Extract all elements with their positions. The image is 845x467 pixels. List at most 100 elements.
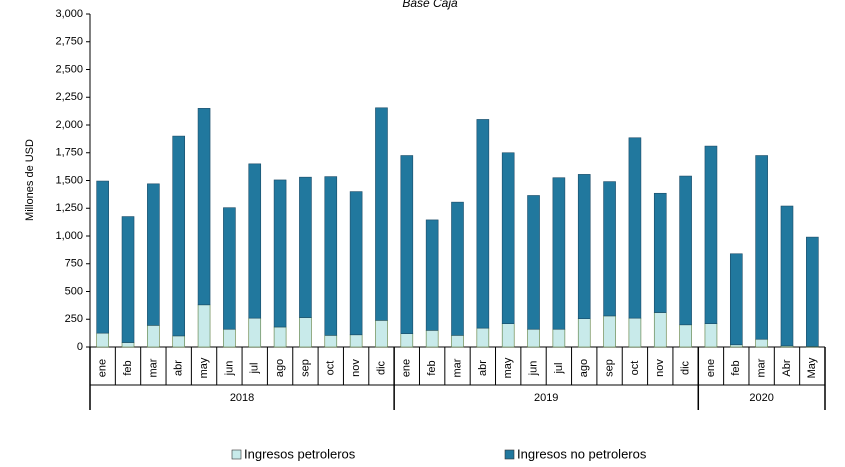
bar-segment bbox=[425, 330, 439, 348]
x-tick-label: dic bbox=[680, 360, 692, 375]
bar-segment bbox=[653, 192, 667, 313]
group-label: 2019 bbox=[534, 392, 558, 404]
bar-segment bbox=[248, 163, 262, 319]
bar-segment bbox=[324, 176, 338, 336]
chart-title: Base Caja bbox=[402, 0, 458, 10]
bar-segment bbox=[121, 342, 135, 348]
bar-segment bbox=[273, 179, 287, 328]
x-tick-label: sep bbox=[603, 359, 615, 377]
x-tick-label: May bbox=[806, 357, 818, 378]
y-tick-label: 0 bbox=[77, 341, 83, 353]
x-tick-label: sep bbox=[299, 359, 311, 377]
bar-segment bbox=[755, 155, 768, 340]
bar-segment bbox=[96, 180, 109, 334]
x-tick-label: ene bbox=[401, 359, 413, 377]
bar-segment bbox=[375, 107, 388, 321]
y-tick-label: 2,500 bbox=[55, 63, 83, 75]
y-tick-label: 1,250 bbox=[55, 202, 83, 214]
y-tick-label: 1,500 bbox=[55, 174, 83, 186]
y-axis-label: Millones de USD bbox=[24, 139, 36, 221]
bar-segment bbox=[527, 328, 540, 348]
bar-segment bbox=[349, 191, 363, 336]
x-tick-label: feb bbox=[730, 360, 742, 375]
y-tick-label: 3,000 bbox=[55, 8, 83, 20]
x-tick-label: Abr bbox=[781, 359, 793, 376]
x-tick-label: ago bbox=[274, 359, 286, 377]
bar-segment bbox=[628, 317, 642, 348]
bar-segment bbox=[299, 317, 312, 348]
bar-segment bbox=[476, 119, 490, 329]
bar-segment bbox=[729, 344, 743, 348]
y-tick-label: 1,750 bbox=[55, 147, 83, 159]
bar-segment bbox=[223, 207, 236, 330]
bar-segment bbox=[425, 219, 439, 331]
bar-segment bbox=[552, 328, 566, 348]
x-tick-label: mar bbox=[756, 358, 768, 377]
legend-label: Ingresos petroleros bbox=[244, 446, 356, 461]
bar-segment bbox=[197, 304, 211, 348]
group-label: 2018 bbox=[230, 392, 254, 404]
bar-segment bbox=[780, 205, 794, 347]
x-tick-label: oct bbox=[325, 361, 337, 376]
x-tick-label: feb bbox=[426, 360, 438, 375]
x-tick-label: feb bbox=[122, 360, 134, 375]
bar-segment bbox=[273, 326, 287, 348]
x-tick-label: dic bbox=[375, 360, 387, 375]
legend-swatch bbox=[231, 449, 242, 460]
bar-segment bbox=[679, 324, 692, 348]
bar-segment bbox=[324, 335, 338, 348]
y-tick-label: 2,750 bbox=[55, 36, 83, 48]
bar-segment bbox=[577, 318, 591, 348]
y-tick-label: 750 bbox=[65, 258, 83, 270]
y-tick-label: 1,000 bbox=[55, 230, 83, 242]
x-tick-label: mar bbox=[451, 358, 463, 377]
y-tick-label: 2,250 bbox=[55, 91, 83, 103]
bar-segment bbox=[755, 338, 768, 348]
bar-segment bbox=[121, 216, 135, 343]
bar-segment bbox=[577, 174, 591, 319]
bar-segment bbox=[172, 335, 186, 348]
bar-segment bbox=[653, 312, 667, 348]
bar-segment bbox=[603, 315, 616, 348]
bar-segment bbox=[375, 320, 388, 348]
bar-segment bbox=[172, 135, 186, 337]
legend-swatch bbox=[504, 449, 515, 460]
x-tick-label: nov bbox=[654, 359, 666, 377]
y-tick-label: 500 bbox=[65, 285, 83, 297]
x-tick-label: may bbox=[198, 357, 210, 378]
legend-label: Ingresos no petroleros bbox=[517, 446, 647, 461]
x-tick-label: may bbox=[502, 357, 514, 378]
y-tick-label: 2,000 bbox=[55, 119, 83, 131]
x-tick-label: abr bbox=[173, 360, 185, 376]
bar-segment bbox=[147, 183, 160, 326]
x-tick-label: jul bbox=[553, 362, 565, 374]
bar-segment bbox=[400, 155, 414, 334]
x-tick-label: jul bbox=[249, 362, 261, 374]
bar-segment bbox=[527, 195, 540, 330]
bar-segment bbox=[501, 152, 515, 324]
group-label: 2020 bbox=[749, 392, 773, 404]
bar-segment bbox=[501, 323, 515, 348]
bar-segment bbox=[628, 137, 642, 319]
x-tick-label: jun bbox=[223, 361, 235, 377]
x-tick-label: nov bbox=[350, 359, 362, 377]
bar-segment bbox=[704, 323, 718, 348]
bar-segment bbox=[552, 177, 566, 330]
bar-segment bbox=[299, 176, 312, 318]
bar-segment bbox=[679, 175, 692, 326]
bar-segment bbox=[349, 334, 363, 348]
bar-segment bbox=[476, 327, 490, 348]
x-tick-label: oct bbox=[629, 361, 641, 376]
x-tick-label: mar bbox=[147, 358, 159, 377]
bar-segment bbox=[451, 201, 464, 336]
x-tick-label: ene bbox=[705, 359, 717, 377]
bar-segment bbox=[603, 181, 616, 317]
bar-segment bbox=[729, 253, 743, 346]
bar-segment bbox=[147, 325, 160, 348]
bar-segment bbox=[451, 335, 464, 348]
bar-segment bbox=[197, 108, 211, 306]
x-tick-label: ago bbox=[578, 359, 590, 377]
x-tick-label: abr bbox=[477, 360, 489, 376]
bar-segment bbox=[806, 236, 819, 347]
